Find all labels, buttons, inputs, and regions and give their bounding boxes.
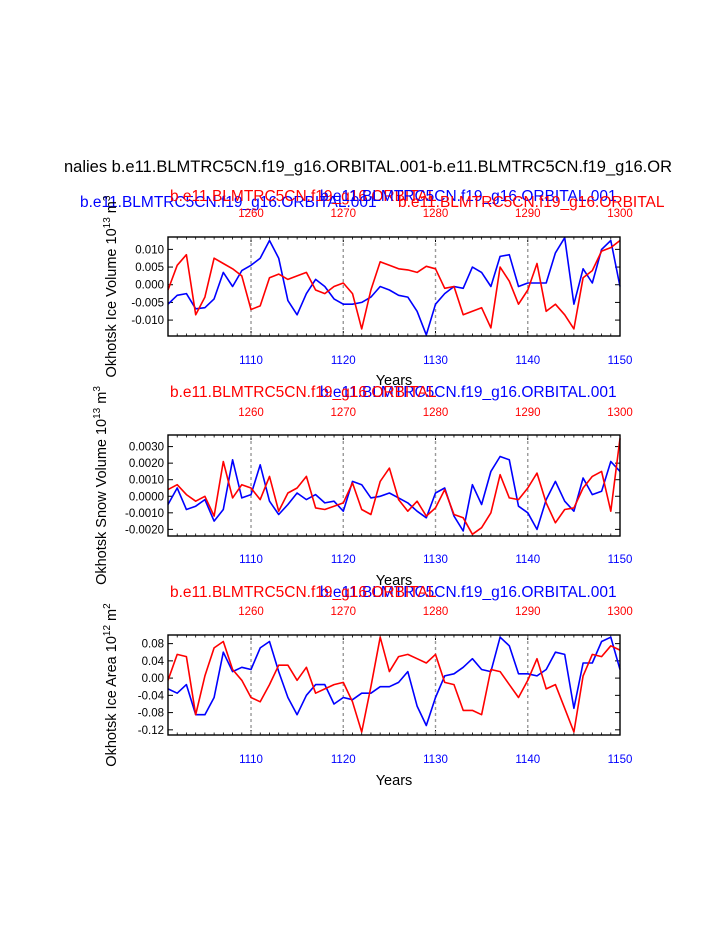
y-label-unit: m xyxy=(94,392,110,408)
top-tick-label: 1270 xyxy=(330,606,356,618)
top-tick-label: 1290 xyxy=(515,407,541,419)
bottom-tick-label: 1110 xyxy=(239,554,263,566)
y-tick-label: -0.010 xyxy=(131,315,164,327)
y-tick-label: 0.010 xyxy=(135,244,164,256)
bottom-tick-label: 1110 xyxy=(239,754,263,766)
y-label-unit-exponent: 3 xyxy=(102,195,113,201)
series-line-blue xyxy=(167,455,621,532)
y-label-main: Okhotsk Ice Volume 10 xyxy=(104,228,120,377)
top-tick-label: 1280 xyxy=(423,208,449,220)
y-label-main: Okhotsk Ice Area 10 xyxy=(104,636,120,767)
legend-label-blue: b.e11.BLMTRC5CN.f19_g16.ORBITAL.001 xyxy=(320,384,617,401)
y-label-unit: m xyxy=(104,609,120,625)
y-tick-label: 0.04 xyxy=(142,656,165,668)
bottom-tick-label: 1110 xyxy=(239,355,263,367)
bottom-tick-label: 1130 xyxy=(423,754,448,766)
bottom-tick-label: 1120 xyxy=(331,554,356,566)
top-tick-label: 1270 xyxy=(330,407,356,419)
y-axis-label: Okhotsk Ice Area 1012 m2 xyxy=(102,603,120,767)
y-axis-label: Okhotsk Snow Volume 1013 m3 xyxy=(92,386,110,585)
top-tick-label: 1300 xyxy=(607,606,633,618)
y-tick-label: -0.12 xyxy=(138,725,164,737)
x-axis-label: Years xyxy=(376,373,413,389)
bottom-tick-label: 1140 xyxy=(515,754,540,766)
y-tick-label: 0.0000 xyxy=(129,491,164,503)
legend-label-blue: b.e11.BLMTRC5CN.f19_g16.ORBITAL.001 xyxy=(80,194,377,211)
top-tick-label: 1300 xyxy=(607,407,633,419)
bottom-tick-label: 1150 xyxy=(608,355,633,367)
legend-label-blue: b.e11.BLMTRC5CN.f19_g16.ORBITAL.001 xyxy=(320,584,617,601)
y-label-exponent: 13 xyxy=(102,217,113,229)
y-tick-label: -0.005 xyxy=(131,297,164,309)
top-tick-label: 1300 xyxy=(607,208,633,220)
top-tick-label: 1260 xyxy=(238,606,264,618)
chart-panel-1: b.e11.BLMTRC5CN.f19_g16.ORBITAL.001b.e11… xyxy=(80,188,665,389)
y-tick-label: 0.08 xyxy=(142,639,164,651)
legend-label-red: b.e11.BLMTRC5CN.f19_g16.ORBITAL xyxy=(170,584,437,601)
series-line-red xyxy=(167,438,621,536)
legend-label-red: b.e11.BLMTRC5CN.f19_g16.ORBITAL xyxy=(170,188,437,205)
y-label-main: Okhotsk Snow Volume 10 xyxy=(94,419,110,585)
y-tick-label: -0.04 xyxy=(138,690,165,702)
plots-group: b.e11.BLMTRC5CN.f19_g16.ORBITAL.001b.e11… xyxy=(80,188,665,789)
y-label-unit-exponent: 3 xyxy=(92,386,103,392)
y-tick-label: -0.0020 xyxy=(125,524,164,536)
top-tick-label: 1260 xyxy=(238,208,264,220)
bottom-tick-label: 1140 xyxy=(515,355,540,367)
y-tick-label: 0.00 xyxy=(142,673,164,685)
chart-panel-3: b.e11.BLMTRC5CN.f19_g16.ORBITAL.001b.e11… xyxy=(102,584,633,789)
bottom-tick-label: 1120 xyxy=(331,355,356,367)
y-tick-label: 0.0010 xyxy=(129,475,164,487)
figure-title: nalies b.e11.BLMTRC5CN.f19_g16.ORBITAL.0… xyxy=(64,158,672,176)
y-tick-label: 0.0020 xyxy=(129,458,164,470)
plot-frame xyxy=(167,434,621,537)
bottom-tick-label: 1130 xyxy=(423,355,448,367)
chart-panel-2: b.e11.BLMTRC5CN.f19_g16.ORBITAL.001b.e11… xyxy=(92,384,633,589)
y-tick-label: 0.005 xyxy=(135,262,164,274)
bottom-tick-label: 1150 xyxy=(608,754,633,766)
x-axis-label: Years xyxy=(376,573,413,589)
bottom-tick-label: 1130 xyxy=(423,554,448,566)
plot-frame xyxy=(167,236,621,337)
y-tick-label: 0.0030 xyxy=(129,442,164,454)
series-line-red xyxy=(167,239,621,330)
y-tick-label: -0.0010 xyxy=(125,508,164,520)
plot-frame xyxy=(167,634,621,736)
legend-label-red: b.e11.BLMTRC5CN.f19_g16.ORBITAL xyxy=(170,384,437,401)
bottom-tick-label: 1140 xyxy=(515,554,540,566)
y-label-unit: m xyxy=(104,201,120,217)
bottom-tick-label: 1120 xyxy=(331,754,356,766)
bottom-tick-label: 1150 xyxy=(608,554,633,566)
x-axis-label: Years xyxy=(376,773,413,789)
top-tick-label: 1280 xyxy=(423,407,449,419)
series-line-red xyxy=(167,636,621,733)
top-tick-label: 1290 xyxy=(515,606,541,618)
y-label-exponent: 12 xyxy=(102,625,113,637)
top-tick-label: 1280 xyxy=(423,606,449,618)
y-axis-label: Okhotsk Ice Volume 1013 m3 xyxy=(102,195,120,377)
top-tick-label: 1290 xyxy=(515,208,541,220)
y-label-exponent: 13 xyxy=(92,407,103,419)
top-tick-label: 1270 xyxy=(330,208,356,220)
y-tick-label: 0.000 xyxy=(135,280,164,292)
y-label-unit-exponent: 2 xyxy=(102,603,113,609)
series-line-blue xyxy=(167,636,621,727)
top-tick-label: 1260 xyxy=(238,407,264,419)
legend-label-blue-2: b.e11.BLMTRC5CN.f19_g16.ORBITAL.001 xyxy=(320,188,617,205)
legend-label-red-2: b.e11.BLMTRC5CN.f19_g16.ORBITAL xyxy=(398,194,665,211)
y-tick-label: -0.08 xyxy=(138,708,164,720)
series-line-blue xyxy=(167,236,621,336)
